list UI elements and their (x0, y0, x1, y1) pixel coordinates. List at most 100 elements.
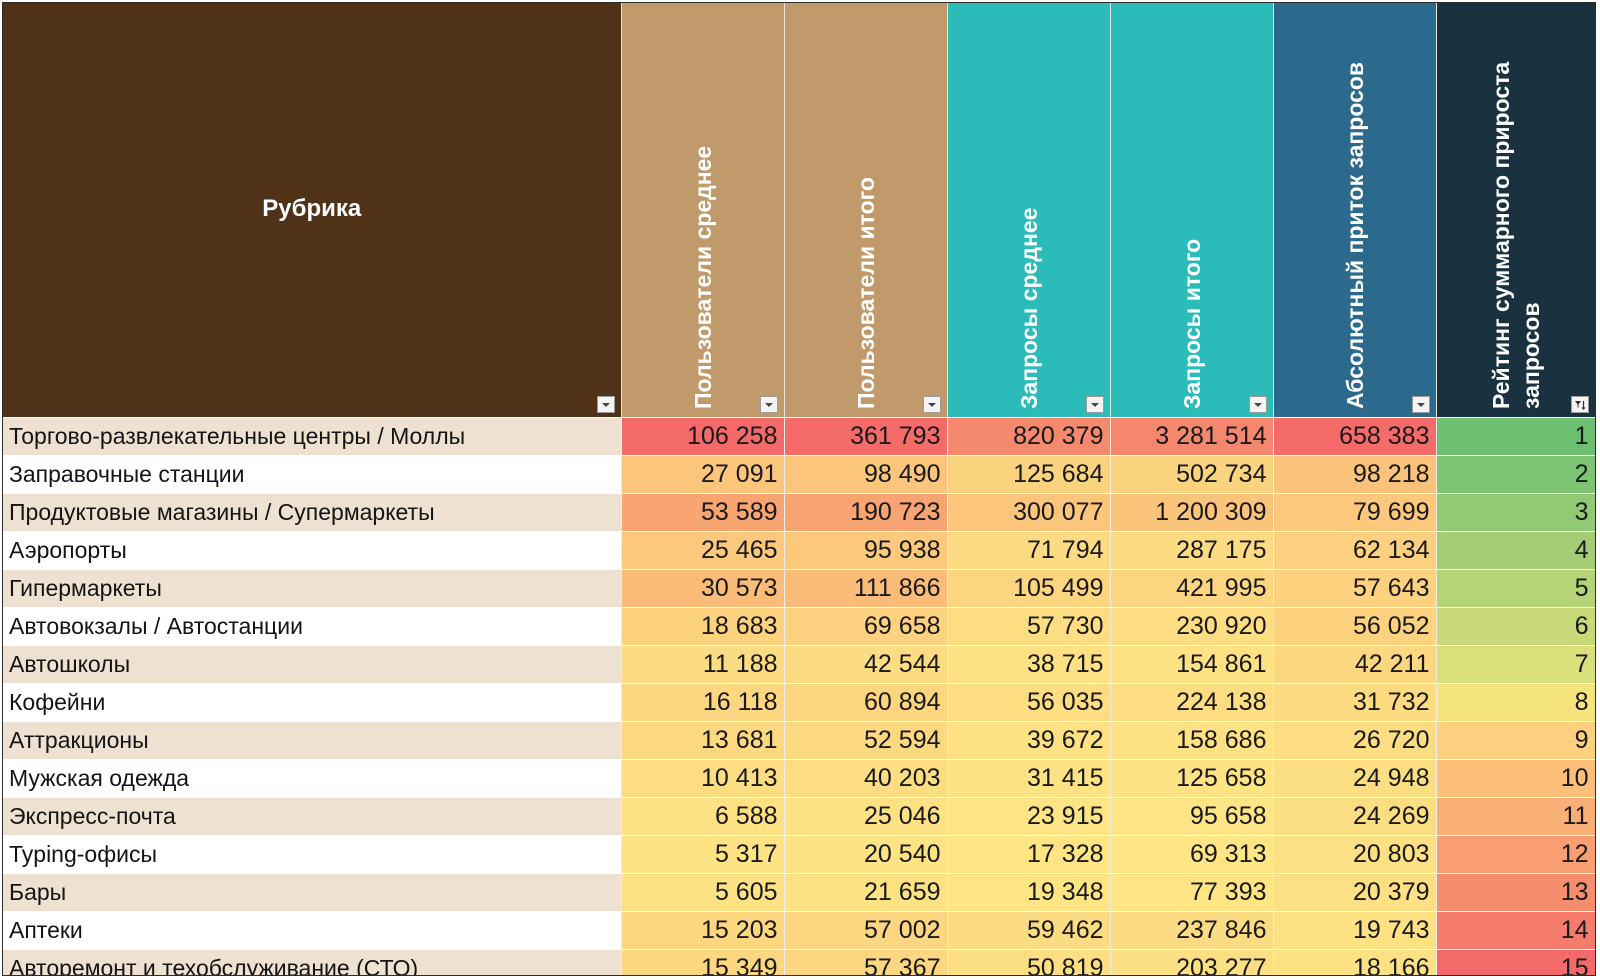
cell-absolute-inflow[interactable]: 26 720 (1273, 721, 1437, 760)
cell-requests-total[interactable]: 158 686 (1110, 721, 1274, 760)
cell-users-total[interactable]: 21 659 (784, 873, 948, 912)
cell-rubric[interactable]: Мужская одежда (3, 759, 622, 798)
cell-rubric[interactable]: Торгово-развлекательные центры / Моллы (3, 417, 622, 456)
cell-growth-rating[interactable]: 3 (1436, 493, 1595, 532)
cell-requests-total[interactable]: 95 658 (1110, 797, 1274, 836)
cell-requests-total[interactable]: 502 734 (1110, 455, 1274, 494)
cell-requests-avg[interactable]: 71 794 (947, 531, 1111, 570)
cell-users-avg[interactable]: 15 349 (621, 949, 785, 975)
cell-growth-rating[interactable]: 6 (1436, 607, 1595, 646)
filter-dropdown-icon[interactable] (1085, 396, 1104, 413)
cell-requests-total[interactable]: 69 313 (1110, 835, 1274, 874)
cell-users-total[interactable]: 52 594 (784, 721, 948, 760)
cell-users-avg[interactable]: 5 317 (621, 835, 785, 874)
filter-dropdown-icon[interactable] (759, 396, 778, 413)
cell-growth-rating[interactable]: 13 (1436, 873, 1595, 912)
cell-rubric[interactable]: Typing-офисы (3, 835, 622, 874)
cell-absolute-inflow[interactable]: 20 379 (1273, 873, 1437, 912)
cell-users-avg[interactable]: 25 465 (621, 531, 785, 570)
cell-users-total[interactable]: 98 490 (784, 455, 948, 494)
cell-growth-rating[interactable]: 2 (1436, 455, 1595, 494)
cell-users-avg[interactable]: 18 683 (621, 607, 785, 646)
cell-absolute-inflow[interactable]: 658 383 (1273, 417, 1437, 456)
filter-dropdown-icon[interactable] (1248, 396, 1267, 413)
cell-requests-total[interactable]: 421 995 (1110, 569, 1274, 608)
cell-requests-total[interactable]: 287 175 (1110, 531, 1274, 570)
cell-requests-avg[interactable]: 38 715 (947, 645, 1111, 684)
cell-absolute-inflow[interactable]: 18 166 (1273, 949, 1437, 975)
cell-requests-avg[interactable]: 57 730 (947, 607, 1111, 646)
cell-rubric[interactable]: Кофейни (3, 683, 622, 722)
filter-dropdown-icon[interactable] (596, 396, 615, 413)
cell-requests-avg[interactable]: 23 915 (947, 797, 1111, 836)
cell-users-avg[interactable]: 11 188 (621, 645, 785, 684)
cell-requests-avg[interactable]: 31 415 (947, 759, 1111, 798)
cell-absolute-inflow[interactable]: 57 643 (1273, 569, 1437, 608)
cell-requests-total[interactable]: 230 920 (1110, 607, 1274, 646)
cell-absolute-inflow[interactable]: 24 948 (1273, 759, 1437, 798)
cell-users-total[interactable]: 190 723 (784, 493, 948, 532)
cell-absolute-inflow[interactable]: 56 052 (1273, 607, 1437, 646)
cell-absolute-inflow[interactable]: 79 699 (1273, 493, 1437, 532)
filter-dropdown-icon[interactable] (922, 396, 941, 413)
cell-absolute-inflow[interactable]: 62 134 (1273, 531, 1437, 570)
cell-absolute-inflow[interactable]: 19 743 (1273, 911, 1437, 950)
cell-users-total[interactable]: 25 046 (784, 797, 948, 836)
cell-growth-rating[interactable]: 9 (1436, 721, 1595, 760)
cell-growth-rating[interactable]: 11 (1436, 797, 1595, 836)
cell-growth-rating[interactable]: 15 (1436, 949, 1595, 975)
cell-absolute-inflow[interactable]: 98 218 (1273, 455, 1437, 494)
cell-growth-rating[interactable]: 7 (1436, 645, 1595, 684)
cell-users-total[interactable]: 57 002 (784, 911, 948, 950)
cell-rubric[interactable]: Аптеки (3, 911, 622, 950)
cell-absolute-inflow[interactable]: 20 803 (1273, 835, 1437, 874)
filter-sort-icon[interactable] (1570, 396, 1589, 413)
cell-rubric[interactable]: Гипермаркеты (3, 569, 622, 608)
cell-growth-rating[interactable]: 5 (1436, 569, 1595, 608)
cell-rubric[interactable]: Бары (3, 873, 622, 912)
cell-requests-avg[interactable]: 56 035 (947, 683, 1111, 722)
cell-users-avg[interactable]: 6 588 (621, 797, 785, 836)
cell-users-avg[interactable]: 5 605 (621, 873, 785, 912)
cell-users-avg[interactable]: 13 681 (621, 721, 785, 760)
cell-requests-avg[interactable]: 39 672 (947, 721, 1111, 760)
cell-users-avg[interactable]: 15 203 (621, 911, 785, 950)
cell-requests-total[interactable]: 1 200 309 (1110, 493, 1274, 532)
cell-absolute-inflow[interactable]: 31 732 (1273, 683, 1437, 722)
cell-growth-rating[interactable]: 4 (1436, 531, 1595, 570)
cell-users-total[interactable]: 361 793 (784, 417, 948, 456)
cell-growth-rating[interactable]: 12 (1436, 835, 1595, 874)
cell-growth-rating[interactable]: 1 (1436, 417, 1595, 456)
cell-growth-rating[interactable]: 14 (1436, 911, 1595, 950)
cell-absolute-inflow[interactable]: 42 211 (1273, 645, 1437, 684)
cell-requests-total[interactable]: 224 138 (1110, 683, 1274, 722)
cell-users-avg[interactable]: 30 573 (621, 569, 785, 608)
cell-requests-avg[interactable]: 125 684 (947, 455, 1111, 494)
cell-requests-total[interactable]: 237 846 (1110, 911, 1274, 950)
cell-requests-avg[interactable]: 105 499 (947, 569, 1111, 608)
cell-users-avg[interactable]: 10 413 (621, 759, 785, 798)
filter-dropdown-icon[interactable] (1411, 396, 1430, 413)
cell-requests-total[interactable]: 203 277 (1110, 949, 1274, 975)
cell-absolute-inflow[interactable]: 24 269 (1273, 797, 1437, 836)
cell-rubric[interactable]: Заправочные станции (3, 455, 622, 494)
cell-users-avg[interactable]: 53 589 (621, 493, 785, 532)
cell-requests-avg[interactable]: 300 077 (947, 493, 1111, 532)
cell-requests-total[interactable]: 77 393 (1110, 873, 1274, 912)
cell-users-total[interactable]: 111 866 (784, 569, 948, 608)
cell-requests-total[interactable]: 154 861 (1110, 645, 1274, 684)
cell-requests-avg[interactable]: 19 348 (947, 873, 1111, 912)
cell-users-total[interactable]: 57 367 (784, 949, 948, 975)
cell-requests-avg[interactable]: 820 379 (947, 417, 1111, 456)
cell-users-avg[interactable]: 16 118 (621, 683, 785, 722)
cell-rubric[interactable]: Автошколы (3, 645, 622, 684)
cell-rubric[interactable]: Продуктовые магазины / Супермаркеты (3, 493, 622, 532)
cell-users-total[interactable]: 69 658 (784, 607, 948, 646)
cell-growth-rating[interactable]: 10 (1436, 759, 1595, 798)
cell-rubric[interactable]: Автовокзалы / Автостанции (3, 607, 622, 646)
cell-users-avg[interactable]: 106 258 (621, 417, 785, 456)
cell-requests-avg[interactable]: 59 462 (947, 911, 1111, 950)
cell-users-avg[interactable]: 27 091 (621, 455, 785, 494)
cell-users-total[interactable]: 60 894 (784, 683, 948, 722)
cell-users-total[interactable]: 40 203 (784, 759, 948, 798)
